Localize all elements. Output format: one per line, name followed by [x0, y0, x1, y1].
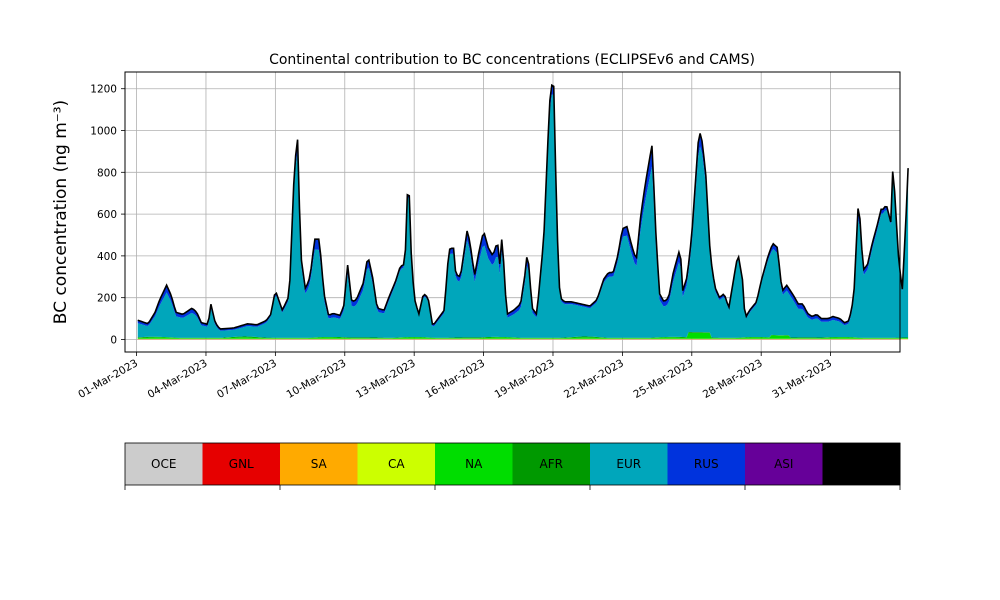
- y-tick-label-2: 400: [97, 251, 117, 263]
- x-tick-label-1: 04-Mar-2023: [146, 357, 210, 401]
- x-tick-label-9: 28-Mar-2023: [701, 357, 765, 401]
- x-tick-label-2: 07-Mar-2023: [215, 357, 279, 401]
- y-tick-label-6: 1200: [90, 84, 117, 96]
- legend-label-rus: RUS: [694, 457, 719, 471]
- legend-swatch-gnl: [202, 443, 281, 485]
- x-tick-label-4: 13-Mar-2023: [354, 357, 418, 401]
- legend-colorbar: OCE GNL SA CA NA AFR EUR RUS ASI AUS: [124, 442, 901, 490]
- x-tick-label-7: 22-Mar-2023: [562, 357, 626, 401]
- y-axis-label: BC concentration (ng m⁻³): [51, 100, 71, 324]
- legend-swatch-oce: [125, 443, 203, 485]
- legend-label-sa: SA: [311, 457, 328, 471]
- legend-label-gnl: GNL: [229, 457, 254, 471]
- legend-frame: [124, 442, 901, 486]
- y-tick-label-4: 800: [97, 167, 117, 179]
- legend-label-asi: ASI: [774, 457, 793, 471]
- legend-label-aus: AUS: [849, 457, 874, 471]
- legend-swatch-aus: [822, 443, 901, 485]
- legend-swatch-rus: [667, 443, 746, 485]
- plot-frame: [124, 71, 901, 353]
- legend-label-na: NA: [465, 457, 483, 471]
- legend-swatch-ca: [357, 443, 436, 485]
- y-axis: 0 200 400 600 800 1000 1200: [90, 84, 125, 346]
- x-tick-label-3: 10-Mar-2023: [284, 357, 348, 401]
- legend-label-afr: AFR: [540, 457, 563, 471]
- legend-swatch-afr: [512, 443, 591, 485]
- stacked-areas: [137, 83, 909, 340]
- legend-label-ca: CA: [388, 457, 405, 471]
- area-eur: [137, 94, 909, 338]
- legend-label-eur: EUR: [616, 457, 641, 471]
- legend-swatch-sa: [280, 443, 358, 485]
- y-tick-label-0: 0: [110, 334, 117, 346]
- chart-title: Continental contribution to BC concentra…: [269, 52, 755, 68]
- legend-swatch-eur: [590, 443, 668, 485]
- y-tick-label-1: 200: [97, 293, 117, 305]
- x-axis: 01-Mar-2023 04-Mar-2023 07-Mar-2023 10-Mar-…: [76, 352, 834, 401]
- legend-label-oce: OCE: [151, 457, 176, 471]
- y-tick-label-5: 1000: [90, 126, 117, 138]
- x-tick-label-0: 01-Mar-2023: [76, 357, 140, 401]
- x-tick-label-8: 25-Mar-2023: [631, 357, 695, 401]
- x-tick-label-5: 16-Mar-2023: [423, 357, 487, 401]
- legend-swatch-na: [435, 443, 513, 485]
- legend-swatch-asi: [745, 443, 823, 485]
- x-tick-label-6: 19-Mar-2023: [493, 357, 557, 401]
- area-afr: [137, 331, 909, 339]
- y-tick-label-3: 600: [97, 209, 117, 221]
- x-tick-label-10: 31-Mar-2023: [770, 357, 834, 401]
- area-na: [137, 332, 909, 339]
- total-outline: [137, 83, 909, 330]
